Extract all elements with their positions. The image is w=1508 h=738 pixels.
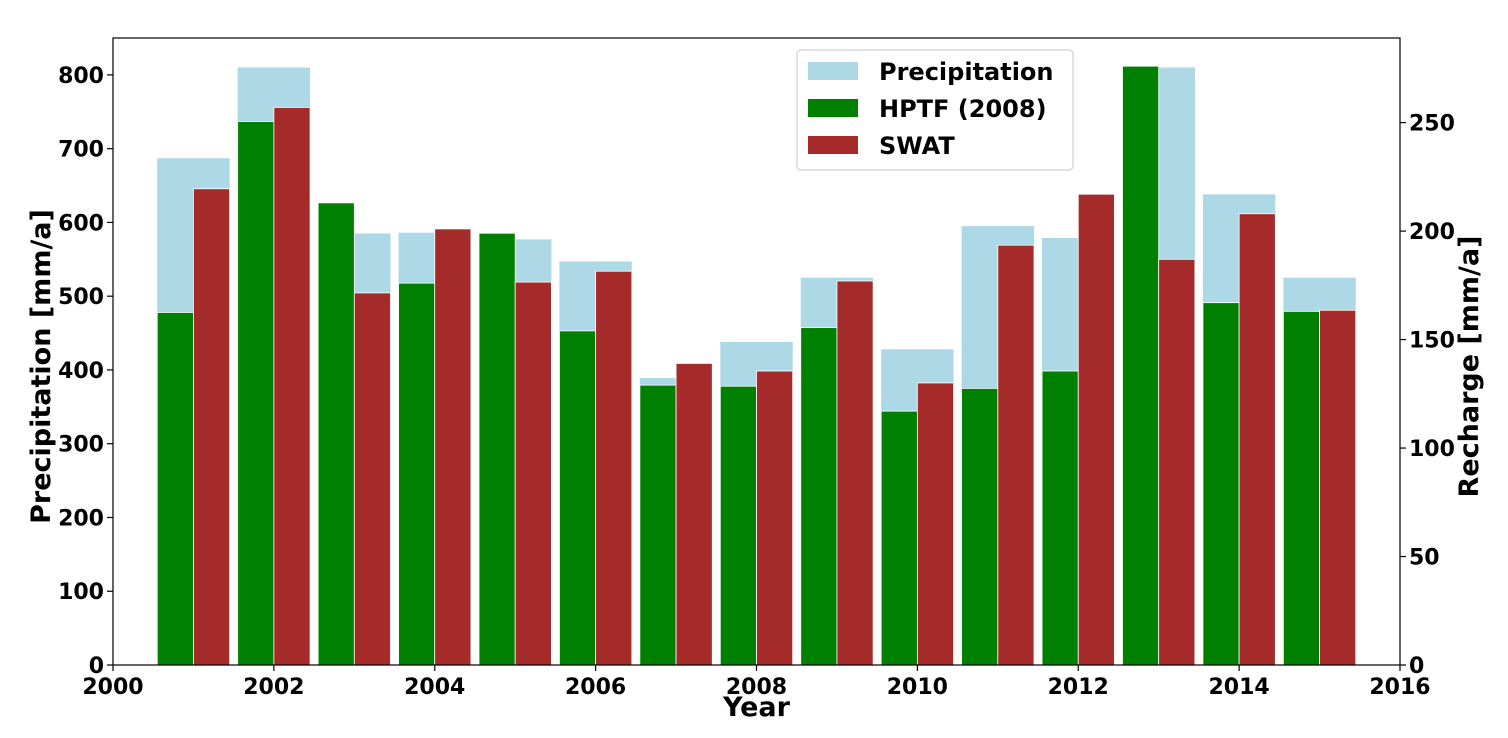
- x-tick-label-2006: 2006: [565, 675, 626, 700]
- y-right-tick-label-150: 150: [1409, 329, 1455, 354]
- bar-hptf-2011: [961, 387, 999, 666]
- x-tick-label-2014: 2014: [1209, 675, 1270, 700]
- bar-hptf-2012: [1041, 370, 1079, 666]
- bar-swat-2012: [1077, 193, 1115, 666]
- y-left-tick-label-600: 600: [58, 211, 104, 236]
- y-axis-left: 0 100 200 300 400 500 600 700 800: [58, 64, 113, 679]
- legend-swatch-swat: [808, 136, 858, 154]
- y-left-tick-label-400: 400: [58, 359, 104, 384]
- x-tick-label-2012: 2012: [1048, 675, 1109, 700]
- x-tick-label-2002: 2002: [243, 675, 304, 700]
- bar-swat-2010: [916, 382, 954, 666]
- bar-swat-2008: [756, 370, 794, 666]
- swat-bars: [193, 107, 1357, 666]
- y-left-tick-label-200: 200: [58, 506, 104, 531]
- y-right-tick-label-0: 0: [1409, 654, 1424, 679]
- x-tick-label-2010: 2010: [887, 675, 948, 700]
- bar-swat-2014: [1238, 213, 1276, 666]
- bar-swat-2004: [434, 228, 472, 666]
- bar-swat-2006: [595, 270, 633, 666]
- bar-hptf-2008: [719, 385, 757, 666]
- y-left-tick-label-500: 500: [58, 285, 104, 310]
- bar-hptf-2010: [880, 410, 918, 666]
- bar-swat-2005: [514, 281, 552, 666]
- bar-hptf-2006: [559, 330, 597, 666]
- legend-swatch-hptf: [808, 99, 858, 117]
- x-tick-label-2000: 2000: [82, 675, 143, 700]
- bar-swat-2003: [353, 292, 391, 666]
- legend-label-precipitation: Precipitation: [879, 58, 1054, 86]
- legend-box: [796, 49, 1074, 171]
- bar-hptf-2014: [1202, 302, 1240, 666]
- legend-swatch-precipitation: [808, 62, 858, 80]
- bar-swat-2007: [675, 363, 713, 666]
- y-left-tick-label-100: 100: [58, 580, 104, 605]
- legend: Precipitation HPTF (2008) SWAT: [796, 49, 1074, 171]
- y-axis-right-label: Recharge [mm/a]: [1454, 236, 1485, 498]
- bar-hptf-2004: [398, 282, 436, 666]
- bar-hptf-2007: [639, 384, 677, 666]
- bar-swat-2002: [273, 107, 311, 666]
- bar-hptf-2015: [1282, 310, 1320, 666]
- bar-hptf-2005: [478, 232, 516, 666]
- bar-hptf-2001: [156, 312, 194, 666]
- y-right-tick-label-250: 250: [1409, 112, 1455, 137]
- x-tick-label-2016: 2016: [1369, 675, 1430, 700]
- bar-swat-2009: [836, 280, 874, 666]
- legend-label-swat: SWAT: [879, 132, 955, 160]
- bar-swat-2013: [1158, 258, 1196, 666]
- x-tick-label-2008: 2008: [726, 675, 787, 700]
- bar-hptf-2002: [237, 121, 275, 666]
- y-right-tick-label-50: 50: [1409, 546, 1440, 571]
- bar-hptf-2003: [317, 202, 355, 666]
- hptf-bars: [156, 65, 1320, 666]
- y-axis-left-label: Precipitation [mm/a]: [26, 209, 57, 524]
- bar-hptf-2009: [800, 327, 838, 666]
- x-axis-label: Year: [722, 692, 791, 723]
- bar-swat-2011: [997, 244, 1035, 666]
- y-right-tick-label-200: 200: [1409, 220, 1455, 245]
- y-left-tick-label-300: 300: [58, 433, 104, 458]
- y-left-tick-label-0: 0: [89, 654, 104, 679]
- x-axis: 2000 2002 2004 2006 2008 2010 2012 2014 2016: [82, 665, 1431, 700]
- x-tick-label-2004: 2004: [404, 675, 465, 700]
- y-axis-right: 0 50 100 150 200 250: [1400, 112, 1455, 679]
- bar-hptf-2013: [1122, 65, 1160, 666]
- legend-label-hptf: HPTF (2008): [879, 95, 1047, 123]
- bar-swat-2001: [193, 188, 231, 666]
- y-right-tick-label-100: 100: [1409, 437, 1455, 462]
- y-left-tick-label-800: 800: [58, 64, 104, 89]
- bar-swat-2015: [1319, 309, 1357, 666]
- y-left-tick-label-700: 700: [58, 138, 104, 163]
